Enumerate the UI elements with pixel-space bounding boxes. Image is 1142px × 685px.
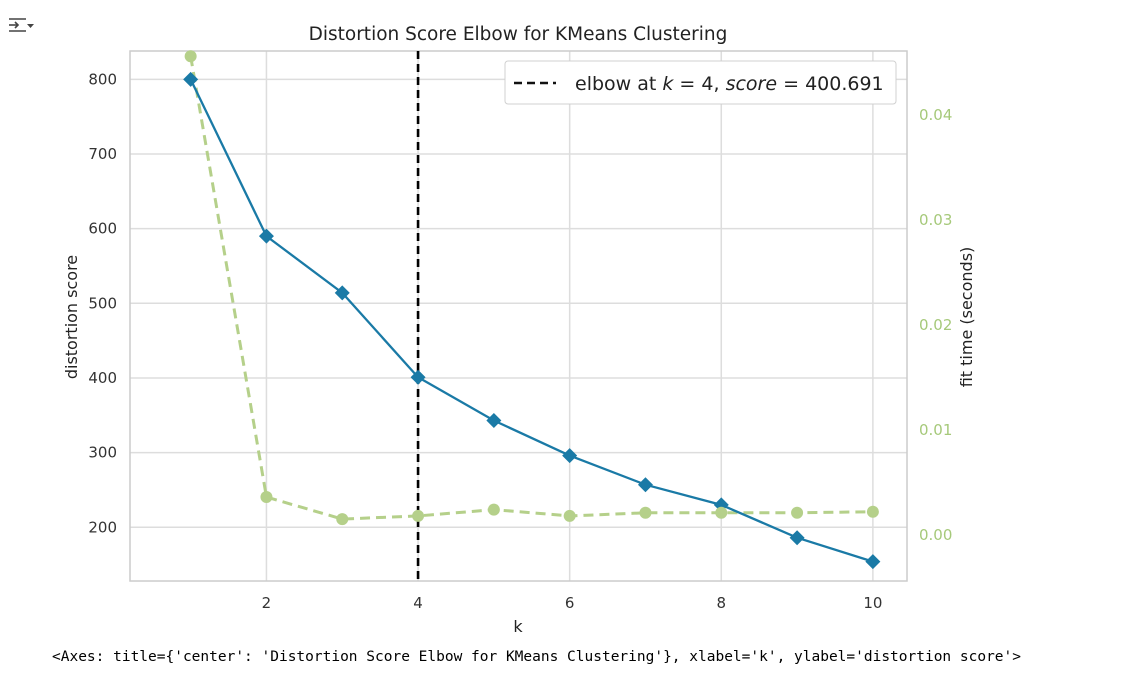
x-tick-label: 4 [413, 594, 423, 612]
fit-time-point [336, 513, 349, 526]
distortion-point [562, 448, 578, 464]
x-tick-label: 6 [565, 594, 575, 612]
fit-time-point [184, 50, 197, 63]
x-tick-label: 2 [262, 594, 272, 612]
y-tick-label: 700 [88, 145, 117, 163]
plot-frame [129, 50, 908, 582]
legend-elbow-k: 4 [701, 73, 713, 95]
fit-time-point [563, 509, 576, 522]
fit-time-point [260, 491, 273, 504]
fit-time-point [412, 509, 425, 522]
fit-time-point [866, 505, 879, 518]
distortion-point [334, 285, 350, 301]
legend-box [504, 60, 897, 105]
fit-time-point [715, 506, 728, 519]
plot-area [130, 51, 907, 581]
y-tick-label: 600 [88, 220, 117, 238]
y2-axis-label: fit time (seconds) [957, 247, 976, 388]
y2-tick-label: 0.04 [919, 106, 952, 124]
y-tick-label: 500 [88, 294, 117, 312]
legend-elbow-score: 400.691 [805, 73, 884, 95]
distortion-point [258, 228, 274, 244]
y2-tick-label: 0.03 [919, 211, 952, 229]
fit-time-line [189, 55, 873, 521]
y2-tick-label: 0.02 [919, 316, 952, 334]
distortion-point [410, 369, 426, 385]
distortion-point [789, 530, 805, 546]
y-tick-label: 200 [88, 518, 117, 536]
fit-time-point [639, 506, 652, 519]
legend: elbow at k = 4, score = 400.691 [504, 60, 897, 105]
axes-repr-output: <Axes: title={'center': 'Distortion Scor… [52, 649, 1022, 665]
x-tick-label: 8 [717, 594, 727, 612]
y-tick-label: 800 [88, 70, 117, 88]
distortion-point [486, 413, 502, 429]
y-axis-label: distortion score [62, 255, 81, 379]
y-tick-label: 400 [88, 369, 117, 387]
y2-tick-label: 0.01 [919, 421, 952, 439]
fit-time-point [487, 503, 500, 516]
series-layer [183, 50, 881, 581]
tick-labels: 2 4 6 8 10 200 300 400 500 600 700 800 0.00 0.01 0.02 0… [88, 70, 952, 612]
fit-time-point [791, 506, 804, 519]
chart-title: Distortion Score Elbow for KMeans Cluste… [309, 24, 728, 45]
distortion-point [637, 477, 653, 493]
output-toggle-icon[interactable] [6, 14, 36, 42]
legend-elbow-label: elbow at k = 4, score = 400.691 [575, 73, 884, 95]
elbow-chart: 2 4 6 8 10 200 300 400 500 600 700 800 0.00 0.01 0.02 0… [62, 24, 976, 636]
x-axis-label: k [513, 617, 523, 636]
distortion-point [865, 554, 881, 570]
x-tick-label: 10 [863, 594, 882, 612]
distortion-line [189, 78, 874, 563]
distortion-point [183, 71, 199, 87]
y2-tick-label: 0.00 [919, 526, 952, 544]
y-tick-label: 300 [88, 444, 117, 462]
